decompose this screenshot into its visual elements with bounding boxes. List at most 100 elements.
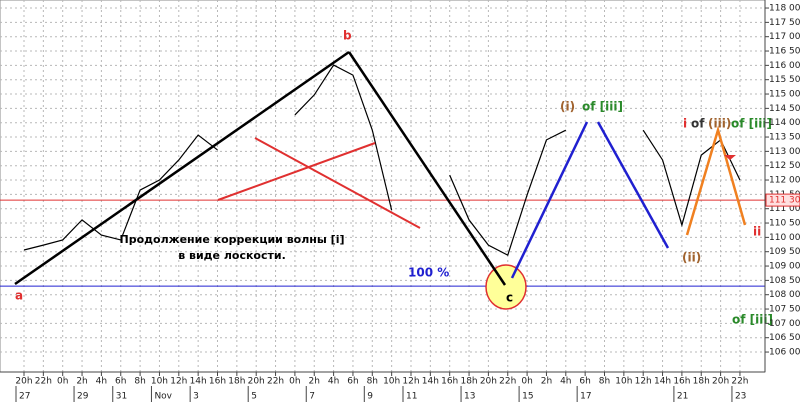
x-tick-label: 0h [289,377,300,387]
y-tick-label: 117 000 [769,32,800,42]
x-tick-label: 8h [134,377,145,387]
date-label: 5 [251,392,257,402]
x-tick-label: 10h [151,377,168,387]
date-label: Nov [154,392,172,402]
x-tick-label: 4h [328,377,339,387]
y-tick-label: 107 500 [769,305,800,315]
x-tick-label: 12h [170,377,187,387]
date-label: 29 [77,392,89,402]
y-tick-label: 114 000 [769,118,800,128]
date-label: 21 [677,392,688,402]
wave-label: (ii) [682,251,701,265]
date-label: 13 [464,392,475,402]
level-label: 111 300 [769,196,800,206]
wave-label: a [15,289,23,303]
x-tick-label: 20h [712,377,729,387]
x-tick-label: 0h [521,377,532,387]
level-label-box [765,193,800,207]
x-tick-label: 12h [402,377,419,387]
x-tick-label: 2h [541,377,552,387]
date-label: 17 [580,392,591,402]
y-tick-label: 116 500 [769,47,800,57]
x-tick-label: 16h [673,377,690,387]
x-tick-label: 20h [248,377,265,387]
x-tick-label: 14h [422,377,439,387]
date-label: 11 [406,392,417,402]
x-tick-label: 6h [347,377,358,387]
wave-label: b [343,29,352,43]
plot-area [0,0,766,373]
x-tick-label: 4h [96,377,107,387]
wave-label: of [iii] [582,100,623,114]
x-tick-label: 2h [309,377,320,387]
y-tick-label: 114 500 [769,104,800,114]
x-tick-label: 22h [267,377,284,387]
wave-label: of [691,117,705,131]
y-tick-label: 110 000 [769,233,800,243]
y-tick-label: 109 500 [769,247,800,257]
wave-label: of [iii] [732,313,773,327]
x-tick-label: 16h [441,377,458,387]
x-tick-label: 2h [76,377,87,387]
wave-drawings [14,50,747,310]
x-tick-label: 18h [228,377,245,387]
x-tick-label: 0h [57,377,68,387]
series [23,64,741,257]
y-tick-label: 112 000 [769,176,800,186]
y-tick-label: 108 500 [769,276,800,286]
trend-line [685,125,747,236]
x-tick-label: 14h [654,377,671,387]
x-tick-label: 8h [599,377,610,387]
wave-label: of [iii] [731,117,772,131]
x-tick-label: 20h [15,377,32,387]
date-label: 7 [309,392,315,402]
level-label: 100 % [408,266,449,280]
y-tick-label: 118 000 [769,4,800,14]
date-label: 27 [19,392,30,402]
y-tick-label: 108 000 [769,290,800,300]
x-tick-label: 6h [579,377,590,387]
y-tick-label: 112 500 [769,161,800,171]
x-tick-label: 10h [383,377,400,387]
trend-line [217,142,376,201]
wave-label: ii [753,225,761,239]
trend-line [347,51,507,286]
trend-line [254,137,421,229]
y-tick-label: 116 000 [769,61,800,71]
trend-line [510,121,589,279]
x-tick-label: 18h [693,377,710,387]
wave-label: (i) [560,100,575,114]
y-tick-label: 110 500 [769,219,800,229]
trend-line [596,121,670,249]
wave-label: i [683,117,687,131]
x-tick-label: 20h [480,377,497,387]
y-tick-label: 115 500 [769,75,800,85]
price-line [23,64,741,257]
date-label: 23 [735,392,746,402]
wave-label: (iii) [708,117,731,131]
x-tick-label: 18h [460,377,477,387]
y-tick-label: 115 000 [769,90,800,100]
x-tick-label: 22h [35,377,52,387]
arrow [724,155,736,160]
x-tick-label: 22h [731,377,748,387]
y-tick-label: 106 500 [769,333,800,343]
wave-label: c [506,291,513,305]
date-label: 15 [522,392,533,402]
x-tick-label: 14h [190,377,207,387]
y-tick-label: 107 000 [769,319,800,329]
annotations: b a c (i) of [iii] i of (iii) of [iii] (… [15,29,773,327]
x-tick-label: 8h [367,377,378,387]
x-tick-label: 22h [499,377,516,387]
x-tick-label: 4h [560,377,571,387]
date-label: 3 [193,392,199,402]
x-tick-label: 10h [615,377,632,387]
y-tick-label: 117 500 [769,18,800,28]
y-tick-label: 109 000 [769,262,800,272]
note: в виде лоскости. [178,249,286,262]
date-label: 31 [116,392,127,402]
x-tick-label: 16h [209,377,226,387]
note: Продолжение коррекции волны [i] [119,233,344,246]
